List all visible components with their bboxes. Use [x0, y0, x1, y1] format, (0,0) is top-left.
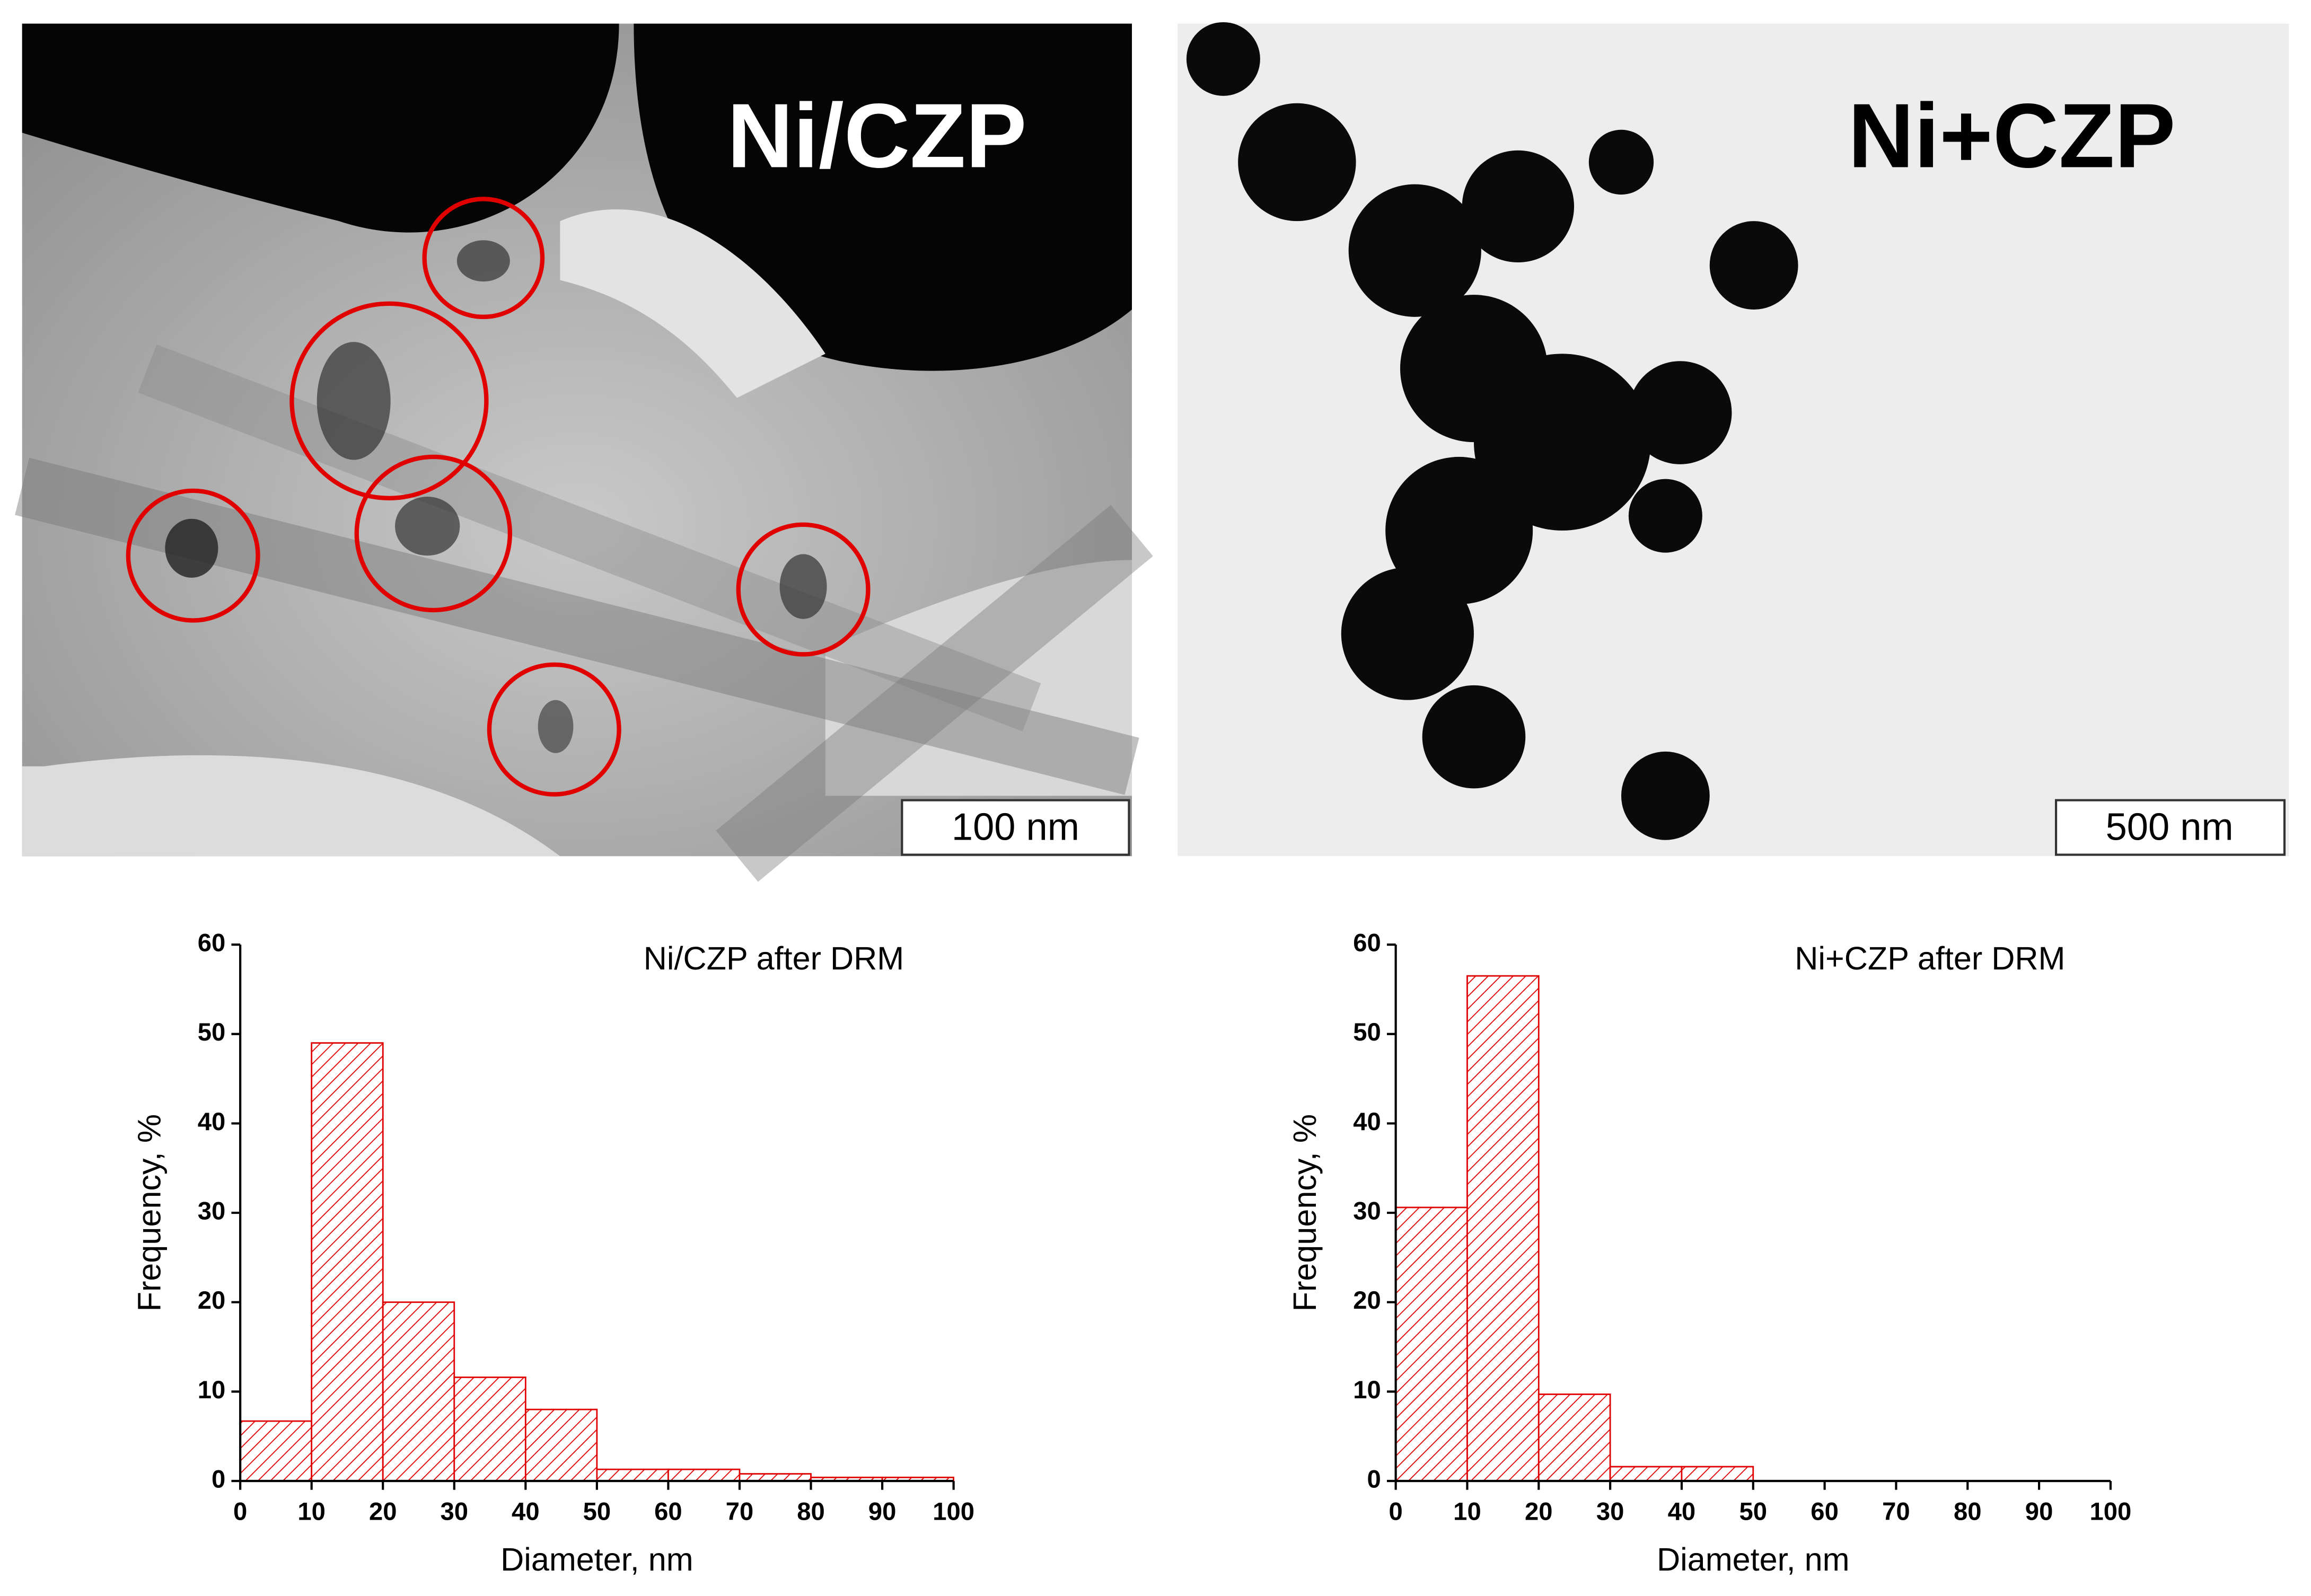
- highlight-circle: [736, 522, 871, 657]
- blob: [1186, 22, 1260, 96]
- histogram-bar: [1681, 1466, 1754, 1482]
- x-tick-label: 70: [726, 1498, 754, 1526]
- chart-title: Ni/CZP after DRM: [644, 940, 904, 976]
- histogram-bar: [1537, 1394, 1611, 1482]
- y-tick-label: 30: [1353, 1197, 1381, 1225]
- x-tick-label: 60: [654, 1498, 682, 1526]
- x-tick-label: 0: [233, 1498, 247, 1526]
- histogram-bar: [239, 1420, 313, 1482]
- x-tick-label: 40: [512, 1498, 540, 1526]
- scale-bar-label: 500 nm: [2106, 806, 2234, 848]
- ni-particle: [165, 518, 218, 578]
- y-axis-title: Frequency, %: [1287, 1114, 1323, 1312]
- scale-bar-box: [2054, 799, 2286, 856]
- y-tick-label: 30: [198, 1197, 226, 1225]
- ni-particle: [779, 554, 827, 619]
- tem-image-2: Ni+CZP 500 nm: [1178, 22, 2289, 857]
- x-tick-label: 60: [1811, 1498, 1839, 1526]
- x-tick-label: 20: [1525, 1498, 1553, 1526]
- x-tick-label: 80: [797, 1498, 825, 1526]
- y-tick-label: 60: [1353, 929, 1381, 957]
- histogram-bar: [382, 1301, 455, 1482]
- histogram-bar: [1395, 1206, 1468, 1482]
- y-tick-label: 60: [198, 929, 226, 957]
- highlight-circle: [289, 301, 489, 500]
- blob: [1385, 456, 1533, 604]
- scale-bar-box: [901, 799, 1130, 856]
- histogram-bar: [1609, 1466, 1683, 1482]
- x-tick-label: 90: [868, 1498, 897, 1526]
- highlight-circles: [126, 197, 871, 797]
- y-tick-label: 40: [198, 1108, 226, 1136]
- y-tick-label: 50: [198, 1018, 226, 1046]
- y-tick-label: 20: [1353, 1286, 1381, 1315]
- x-tick-label: 50: [1739, 1498, 1767, 1526]
- x-axis-title: Diameter, nm: [500, 1541, 693, 1577]
- y-tick-label: 10: [1353, 1376, 1381, 1404]
- y-axis-title: Frequency, %: [131, 1114, 167, 1312]
- blob: [1462, 150, 1575, 262]
- y-tick-label: 0: [1367, 1466, 1381, 1494]
- blob: [1341, 567, 1474, 700]
- image-background: [1178, 23, 2289, 857]
- ni-particle: [317, 342, 391, 460]
- bright-region: [825, 560, 1132, 796]
- y-tick-label: 50: [1353, 1018, 1381, 1046]
- x-tick-label: 0: [1389, 1498, 1402, 1526]
- dark-particle: [22, 23, 619, 233]
- image-label: Ni+CZP: [1848, 84, 2176, 187]
- x-tick-label: 70: [1882, 1498, 1910, 1526]
- y-tick-label: 10: [198, 1376, 226, 1404]
- histogram-bar: [1466, 975, 1540, 1482]
- x-axis-title: Diameter, nm: [1657, 1541, 1850, 1577]
- blob: [1628, 361, 1732, 464]
- x-tick-label: 90: [2025, 1498, 2053, 1526]
- histogram-chart: 0 10 20 30 40 50 60 0 10 20 30 40 50 60 70 80 90 100 Ni/CZ…: [131, 929, 974, 1577]
- scale-bar-label: 100 nm: [952, 806, 1079, 848]
- chart-title: Ni+CZP after DRM: [1795, 940, 2065, 976]
- agglomerate: [1186, 22, 1798, 840]
- blob: [1709, 221, 1798, 310]
- histogram-chart: 0 10 20 30 40 50 60 0 10 20 30 40 50 60 70 80 90 100 Ni+CZ…: [1287, 929, 2131, 1577]
- blob: [1588, 129, 1654, 195]
- ni-particle: [538, 700, 574, 753]
- bright-region: [560, 209, 825, 398]
- highlight-circle: [354, 454, 513, 613]
- x-tick-label: 20: [369, 1498, 397, 1526]
- x-tick-label: 80: [1954, 1498, 1982, 1526]
- x-tick-label: 100: [933, 1498, 974, 1526]
- x-tick-label: 100: [2090, 1498, 2132, 1526]
- histogram-bar: [524, 1408, 598, 1482]
- x-tick-label: 10: [297, 1498, 326, 1526]
- x-tick-label: 30: [1596, 1498, 1624, 1526]
- blob: [1422, 685, 1526, 789]
- histogram-bar: [311, 1042, 384, 1482]
- highlight-circle: [487, 662, 621, 797]
- bright-region: [22, 755, 560, 857]
- x-tick-label: 40: [1668, 1498, 1696, 1526]
- histogram-bar: [596, 1468, 669, 1482]
- ni-particle: [395, 496, 460, 556]
- nanotube: [716, 505, 1153, 882]
- blob: [1621, 751, 1710, 840]
- x-tick-label: 30: [441, 1498, 469, 1526]
- highlight-circle: [126, 488, 260, 623]
- ni-particle: [456, 240, 510, 282]
- x-tick-label: 10: [1453, 1498, 1481, 1526]
- blob: [1348, 184, 1481, 317]
- x-tick-label: 50: [583, 1498, 611, 1526]
- blob: [1628, 479, 1702, 553]
- histogram-bar: [453, 1376, 526, 1482]
- y-tick-label: 40: [1353, 1108, 1381, 1136]
- y-tick-label: 0: [212, 1466, 225, 1494]
- y-tick-label: 20: [198, 1286, 226, 1315]
- blob: [1238, 103, 1356, 222]
- highlight-circle: [422, 197, 545, 320]
- image-label: Ni/CZP: [727, 84, 1027, 187]
- tem-image-1: Ni/CZP 100 nm: [15, 23, 1153, 882]
- histogram-bar: [667, 1468, 741, 1482]
